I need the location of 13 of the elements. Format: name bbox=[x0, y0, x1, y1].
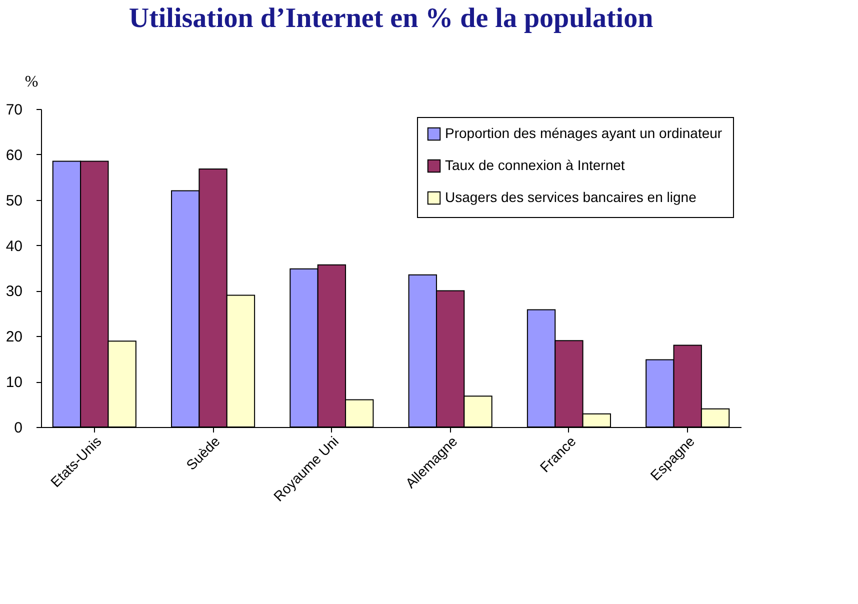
y-axis-title: % bbox=[24, 74, 38, 90]
y-tick-label: 60 bbox=[6, 146, 22, 164]
y-tick-label: 0 bbox=[14, 420, 22, 436]
chart-title: Utilisation d’Internet en % de la population bbox=[128, 3, 654, 34]
y-tick-label: 10 bbox=[6, 374, 22, 392]
legend-label: Usagers des services bancaires en ligne bbox=[445, 189, 697, 205]
legend-label: Proportion des ménages ayant un ordinateur bbox=[445, 125, 722, 141]
y-tick-label: 30 bbox=[6, 283, 22, 300]
y-tick-label: 40 bbox=[6, 238, 22, 255]
legend-label: Taux de connexion à Internet bbox=[445, 157, 625, 173]
y-tick-label: 70 bbox=[6, 102, 22, 118]
y-tick-label: 50 bbox=[6, 192, 22, 210]
y-tick-label: 20 bbox=[6, 328, 22, 346]
